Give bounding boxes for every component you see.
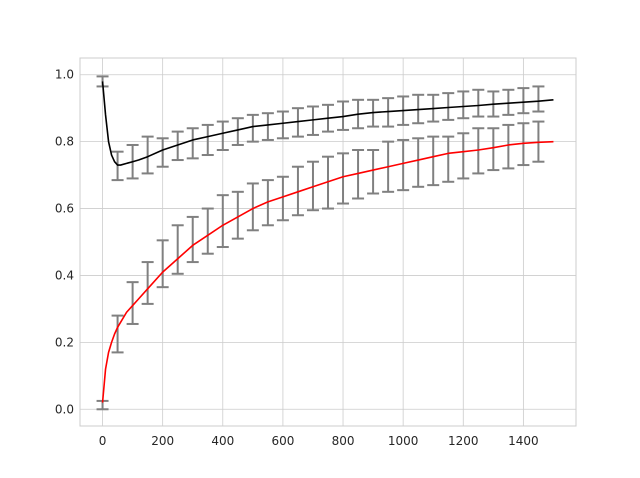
red-series-error-bar: [427, 135, 440, 187]
red-series-error-bar: [517, 122, 530, 167]
black-series-error-bar: [216, 120, 229, 151]
red-series-error-bar: [276, 175, 289, 222]
black-series-error-bar: [337, 100, 350, 131]
black-series-error-bar: [532, 85, 545, 113]
red-series-error-bar: [216, 194, 229, 249]
red-series-error-bar: [141, 261, 154, 305]
y-tick-label: 0.2: [55, 335, 74, 349]
x-tick-label: 200: [151, 434, 174, 448]
red-series-error-bar: [502, 123, 515, 170]
y-tick-label: 1.0: [55, 68, 74, 82]
x-tick-label: 1000: [388, 434, 419, 448]
black-series-error-bar: [306, 105, 319, 136]
plot-frame: [79, 57, 577, 427]
y-tick-label: 0.0: [55, 402, 74, 416]
black-series-error-bar: [246, 113, 259, 143]
red-series-error-bar: [337, 152, 350, 205]
x-tick-label: 1200: [448, 434, 479, 448]
red-series-error-bar: [111, 314, 124, 354]
x-tick-label: 0: [99, 434, 107, 448]
y-tick-label: 0.4: [55, 268, 74, 282]
black-series-error-bar: [261, 112, 274, 141]
series-lines: [101, 81, 554, 403]
y-tick-label: 0.8: [55, 135, 74, 149]
red-series-error-bar: [201, 207, 214, 255]
black-series-error-bar: [502, 88, 515, 116]
red-series-error-bar: [397, 138, 410, 192]
x-tick-labels: 0 200 400 600 800 1000 1200 1400: [99, 434, 539, 448]
black-series-error-bar: [111, 150, 124, 182]
red-series-error-bar: [472, 127, 485, 175]
red-series-error-bar: [126, 281, 139, 325]
red-series-error-bar: [186, 215, 199, 264]
black-series-line: [101, 81, 554, 166]
red-series-error-bar: [246, 182, 259, 232]
black-series-error-bar: [457, 90, 470, 120]
red-series-line: [101, 140, 554, 403]
y-tick-label: 0.6: [55, 202, 74, 216]
black-series-error-bar: [231, 117, 244, 146]
red-series-error-bar: [487, 127, 500, 172]
black-series-error-bar: [276, 110, 289, 140]
black-series-error-bar: [141, 135, 154, 175]
x-tick-label: 800: [332, 434, 355, 448]
black-series-error-bar: [201, 123, 214, 157]
black-series-error-bar: [156, 137, 169, 168]
red-series-error-bar: [231, 190, 244, 240]
black-series-error-bar: [517, 87, 530, 115]
red-series-error-bar: [352, 149, 365, 200]
red-series-error-bar: [367, 149, 380, 195]
y-tick-labels: 0.0 0.2 0.4 0.6 0.8 1.0: [55, 68, 74, 417]
x-tick-label: 600: [271, 434, 294, 448]
black-series-error-bar: [186, 127, 199, 160]
red-series-error-bar: [442, 135, 455, 183]
x-tick-label: 400: [211, 434, 234, 448]
black-series-error-bar: [382, 97, 395, 128]
red-series-error-bar: [412, 137, 425, 188]
black-series-error-bar: [442, 92, 455, 121]
red-series-error-bar: [457, 132, 470, 180]
x-tick-label: 1400: [508, 434, 539, 448]
red-series-error-bar: [171, 224, 184, 275]
black-series-error-bar: [291, 107, 304, 138]
black-series-error-bar: [472, 88, 485, 118]
error-bars: [96, 75, 545, 411]
red-series-error-bar: [156, 239, 169, 289]
